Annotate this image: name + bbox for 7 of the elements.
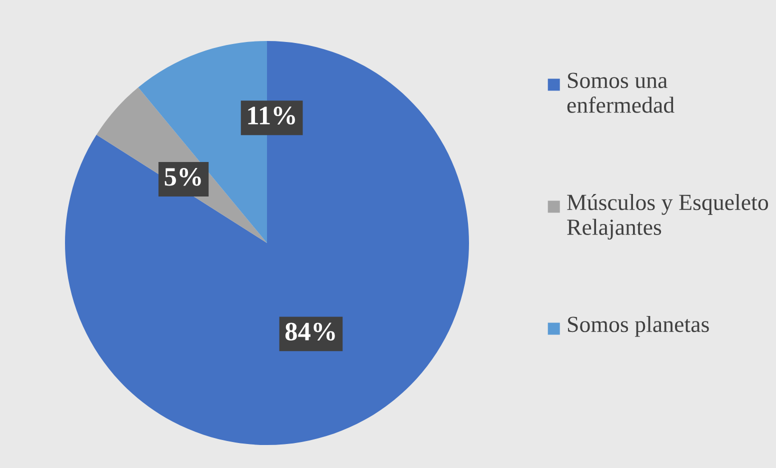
legend-label: Músculos y Esqueleto Relajantes (567, 194, 768, 240)
legend-label: Somos una enfermedad (567, 72, 674, 113)
data-label: 11% (248, 106, 295, 125)
data-label: 84% (285, 322, 335, 341)
legend-label: Somos planetas (568, 316, 709, 337)
data-label: 5% (164, 168, 201, 186)
pie-slice (65, 41, 469, 445)
